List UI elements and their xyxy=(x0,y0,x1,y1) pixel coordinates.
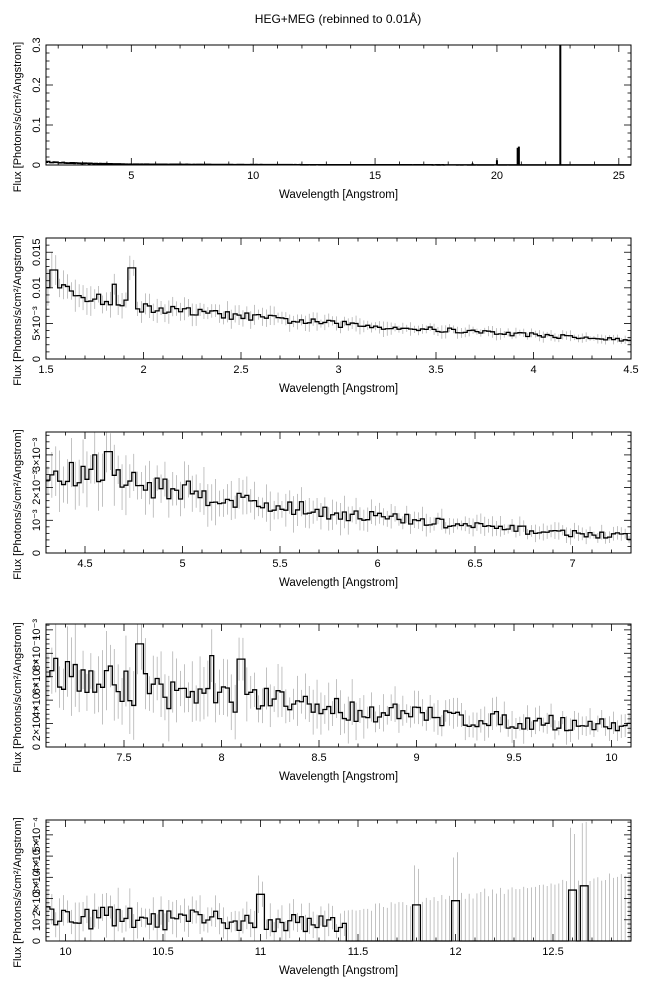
y-tick-label: 10⁻³ xyxy=(31,509,43,531)
y-tick-label: 5×10⁻⁴ xyxy=(31,817,43,853)
panel-2: 1.5 2 2.5 3 3.5 4 4.5 0 5×10⁻³ 0.01 0.015 Wavelengt… xyxy=(12,235,639,395)
y-tick-label: 0.2 xyxy=(31,77,43,92)
x-tick-label: 5 xyxy=(179,558,185,570)
y-axis-label: Flux [Photons/s/cm²/Angstrom] xyxy=(12,622,24,772)
panel-4: 7.5 8 8.5 9 9.5 10 0 2×10⁻⁴4×10⁻⁴6×10⁻⁴8×10⁻⁴10… xyxy=(12,619,632,783)
x-tick-label: 12 xyxy=(449,946,461,958)
x-tick-label: 3.5 xyxy=(428,364,443,376)
y-tick-label: 0.3 xyxy=(31,37,43,52)
y-tick-label: 2×10⁻⁴ xyxy=(31,881,43,917)
y-tick-label: 6×10⁻⁴ xyxy=(31,659,43,695)
x-tick-label: 12.5 xyxy=(542,946,563,958)
x-tick-label: 10.5 xyxy=(152,946,173,958)
y-tick-label: 3×10⁻⁴ xyxy=(31,859,43,895)
y-tick-label: 0 xyxy=(31,162,43,168)
x-tick-label: 4.5 xyxy=(623,364,638,376)
x-axis-label: Wavelength [Angstrom] xyxy=(279,965,398,977)
x-tick-label: 7 xyxy=(569,558,575,570)
spectrum-line xyxy=(46,267,631,342)
y-tick-label: 4×10⁻⁴ xyxy=(31,838,43,874)
y-axis-label: Flux [Photons/s/cm²/Angstrom] xyxy=(12,817,24,967)
x-tick-label: 8.5 xyxy=(311,752,326,764)
x-tick-label: 20 xyxy=(491,170,503,182)
y-tick-label: 8×10⁻⁴ xyxy=(31,635,43,671)
spectrum-line xyxy=(46,450,631,541)
y-axis-label: Flux [Photons/s/cm²/Angstrom] xyxy=(12,42,24,192)
x-tick-label: 6.5 xyxy=(467,558,482,570)
y-axis-label: Flux [Photons/s/cm²/Angstrom] xyxy=(12,429,24,579)
figure-title: HEG+MEG (rebinned to 0.01Å) xyxy=(255,11,421,26)
x-tick-label: 2 xyxy=(140,364,146,376)
x-tick-label: 1.5 xyxy=(38,364,53,376)
y-axis-label: Flux [Photons/s/cm²/Angstrom] xyxy=(12,235,24,385)
x-tick-label: 10 xyxy=(59,946,71,958)
x-tick-label: 5.5 xyxy=(272,558,287,570)
y-tick-label: 0.1 xyxy=(31,117,43,132)
panel-5: 10 10.5 11 11.5 12 12.5 0 10⁻⁴2×10⁻⁴3×10⁻⁴4×10⁻… xyxy=(12,817,632,977)
x-tick-label: 11 xyxy=(255,946,266,958)
y-tick-label: 10⁻³ xyxy=(31,619,43,641)
x-tick-label: 10 xyxy=(605,752,617,764)
y-tick-label: 3×10⁻³ xyxy=(31,437,43,472)
x-tick-label: 6 xyxy=(374,558,380,570)
y-tick-label: 2×10⁻⁴ xyxy=(31,706,43,742)
x-tick-label: 11.5 xyxy=(348,946,369,958)
x-tick-label: 5 xyxy=(128,170,134,182)
x-tick-label: 25 xyxy=(613,170,625,182)
x-tick-label: 9.5 xyxy=(506,752,521,764)
y-tick-label: 2×10⁻³ xyxy=(31,470,43,505)
x-tick-label: 3 xyxy=(335,364,341,376)
x-tick-label: 2.5 xyxy=(233,364,248,376)
x-axis-label: Wavelength [Angstrom] xyxy=(279,577,398,589)
y-tick-label: 0 xyxy=(31,550,43,556)
y-tick-label: 0 xyxy=(31,356,43,362)
x-axis-label: Wavelength [Angstrom] xyxy=(279,189,398,201)
error-bars xyxy=(47,821,630,941)
y-tick-label: 4×10⁻⁴ xyxy=(31,682,43,718)
x-tick-label: 15 xyxy=(369,170,381,182)
x-tick-label: 7.5 xyxy=(116,752,131,764)
y-tick-label: 5×10⁻³ xyxy=(31,306,43,341)
y-tick-label: 0.015 xyxy=(31,238,43,266)
x-tick-label: 4 xyxy=(530,364,536,376)
y-tick-label: 10⁻⁴ xyxy=(31,908,43,931)
plot-frame xyxy=(45,44,632,166)
x-tick-label: 8 xyxy=(218,752,224,764)
spectrum-line xyxy=(46,643,631,732)
x-axis-label: Wavelength [Angstrom] xyxy=(279,771,398,783)
x-axis-label: Wavelength [Angstrom] xyxy=(279,383,398,395)
y-tick-label: 0 xyxy=(31,744,43,750)
panel-1: 5 10 15 20 25 0 0.1 0.2 0.3 Wavelength [Angstrom]… xyxy=(12,37,632,201)
error-bars xyxy=(47,432,630,545)
panel-3: 4.5 5 5.5 6 6.5 7 0 10⁻³ 2×10⁻³3×10⁻³ Wavelength … xyxy=(12,429,632,589)
x-tick-label: 4.5 xyxy=(77,558,92,570)
spectrum-line xyxy=(46,160,631,166)
y-tick-label: 0.01 xyxy=(31,277,43,298)
y-tick-label: 0 xyxy=(31,938,43,944)
x-tick-label: 9 xyxy=(413,752,419,764)
x-tick-label: 10 xyxy=(247,170,259,182)
